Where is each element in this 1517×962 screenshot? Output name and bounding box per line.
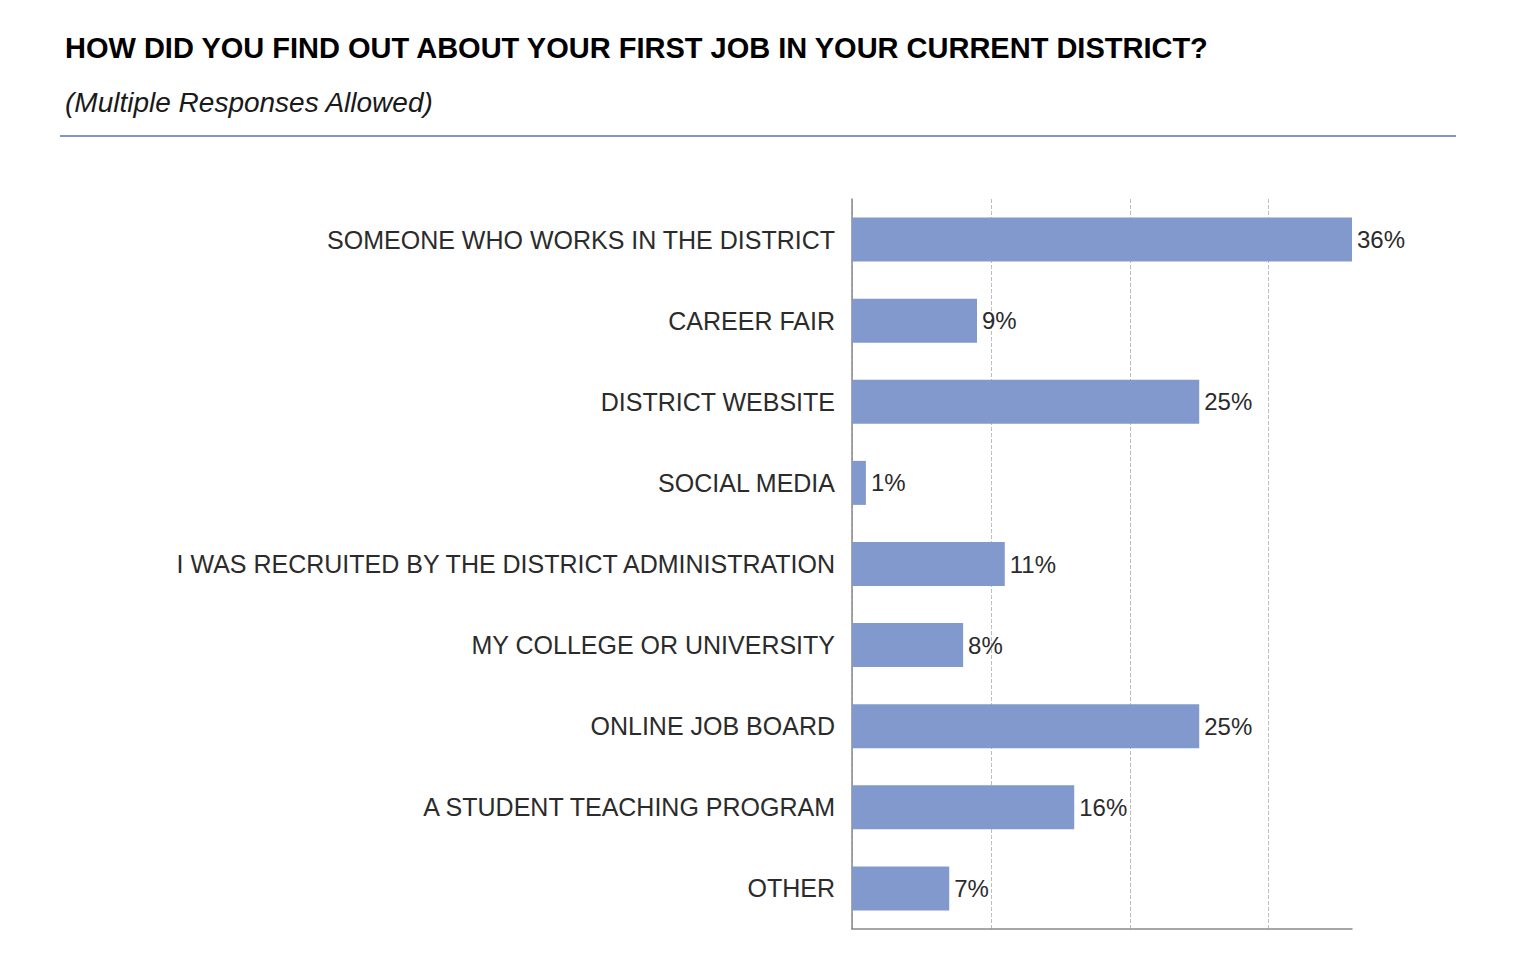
svg-text:DISTRICT WEBSITE: DISTRICT WEBSITE xyxy=(601,388,835,416)
svg-text:ONLINE JOB BOARD: ONLINE JOB BOARD xyxy=(591,712,836,740)
svg-text:SOCIAL MEDIA: SOCIAL MEDIA xyxy=(658,469,835,497)
svg-text:1%: 1% xyxy=(871,469,906,496)
svg-text:25%: 25% xyxy=(1204,388,1252,415)
svg-text:8%: 8% xyxy=(968,632,1003,659)
svg-text:25%: 25% xyxy=(1204,713,1252,740)
svg-text:MY COLLEGE OR UNIVERSITY: MY COLLEGE OR UNIVERSITY xyxy=(471,631,835,659)
svg-text:36%: 36% xyxy=(1357,226,1405,253)
svg-text:SOMEONE WHO WORKS IN THE DISTR: SOMEONE WHO WORKS IN THE DISTRICT xyxy=(327,226,835,254)
svg-text:OTHER: OTHER xyxy=(748,874,836,902)
svg-text:I WAS RECRUITED BY THE DISTRIC: I WAS RECRUITED BY THE DISTRICT ADMINIST… xyxy=(177,550,835,578)
svg-text:HOW DID YOU FIND OUT ABOUT YOU: HOW DID YOU FIND OUT ABOUT YOUR FIRST JO… xyxy=(65,32,1208,64)
svg-text:16%: 16% xyxy=(1079,794,1127,821)
svg-text:(Multiple Responses Allowed): (Multiple Responses Allowed) xyxy=(65,87,433,118)
svg-text:7%: 7% xyxy=(954,875,989,902)
svg-text:A STUDENT TEACHING PROGRAM: A STUDENT TEACHING PROGRAM xyxy=(423,793,835,821)
svg-text:11%: 11% xyxy=(1010,551,1056,578)
svg-text:9%: 9% xyxy=(982,307,1017,334)
svg-text:CAREER FAIR: CAREER FAIR xyxy=(668,307,835,335)
